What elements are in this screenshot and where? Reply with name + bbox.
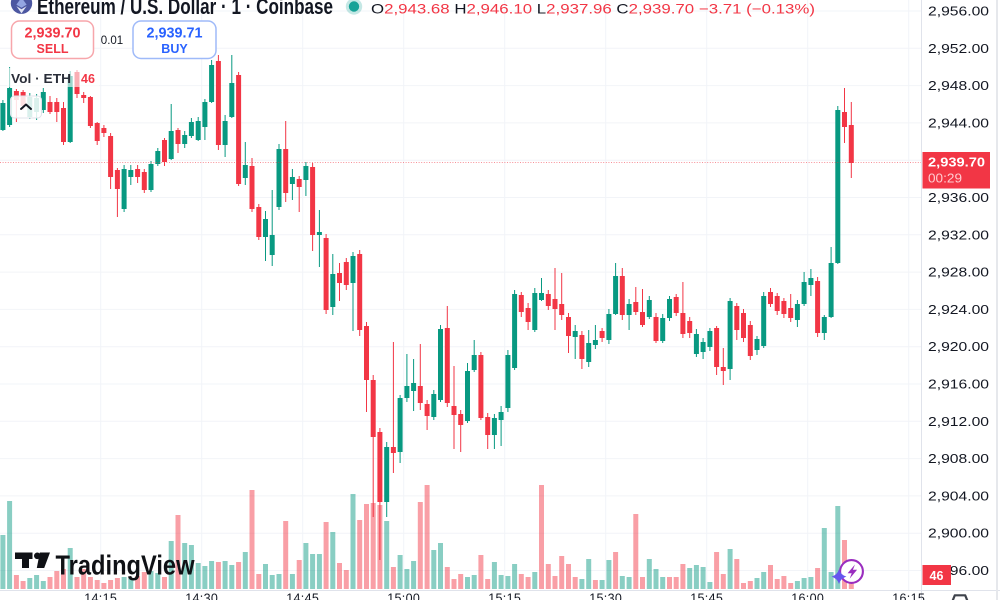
svg-text:2,900.00: 2,900.00 [928, 526, 989, 541]
svg-text:2,952.00: 2,952.00 [928, 41, 989, 56]
svg-text:2,944.00: 2,944.00 [928, 115, 989, 130]
svg-text:16:15: 16:15 [892, 592, 925, 600]
svg-text:Ethereum / U.S. Dollar · 1 · C: Ethereum / U.S. Dollar · 1 · Coinbase [37, 0, 333, 19]
svg-text:15:15: 15:15 [488, 592, 521, 600]
svg-text:2,920.00: 2,920.00 [928, 339, 989, 354]
svg-text:2,928.00: 2,928.00 [928, 265, 989, 280]
svg-text:15:30: 15:30 [589, 592, 622, 600]
svg-text:14:15: 14:15 [84, 592, 117, 600]
svg-text:0.01: 0.01 [101, 35, 123, 47]
svg-text:15:00: 15:00 [387, 592, 420, 600]
svg-text:2,924.00: 2,924.00 [928, 302, 989, 317]
svg-text:16:00: 16:00 [791, 592, 824, 600]
svg-text:2,932.00: 2,932.00 [928, 227, 989, 242]
svg-text:2,956.00: 2,956.00 [928, 4, 989, 19]
svg-text:46: 46 [930, 569, 944, 583]
svg-text:2,939.70: 2,939.70 [928, 156, 985, 170]
svg-text:TradingView: TradingView [56, 550, 195, 581]
svg-text:2,936.00: 2,936.00 [928, 190, 989, 205]
svg-text:14:30: 14:30 [185, 592, 218, 600]
svg-text:15:45: 15:45 [690, 592, 723, 600]
svg-text:2,939.71: 2,939.71 [147, 25, 203, 42]
svg-text:46: 46 [81, 72, 95, 86]
svg-text:BUY: BUY [161, 42, 188, 56]
svg-text:Vol · ETH: Vol · ETH [11, 72, 71, 86]
svg-text:00:29: 00:29 [928, 172, 962, 186]
svg-text:2,948.00: 2,948.00 [928, 78, 989, 93]
svg-text:2,939.70: 2,939.70 [25, 25, 81, 42]
svg-text:SELL: SELL [37, 42, 69, 56]
svg-text:2,916.00: 2,916.00 [928, 377, 989, 392]
svg-text:2,904.00: 2,904.00 [928, 488, 989, 503]
svg-text:O2,943.68 H2,946.10 L2,937.96: O 2,943.68 H 2,946.10 L 2,937.96 C 2,939.70 … [371, 1, 815, 17]
svg-text:2,908.00: 2,908.00 [928, 451, 989, 466]
svg-text:2,912.00: 2,912.00 [928, 414, 989, 429]
svg-text:14:45: 14:45 [286, 592, 319, 600]
